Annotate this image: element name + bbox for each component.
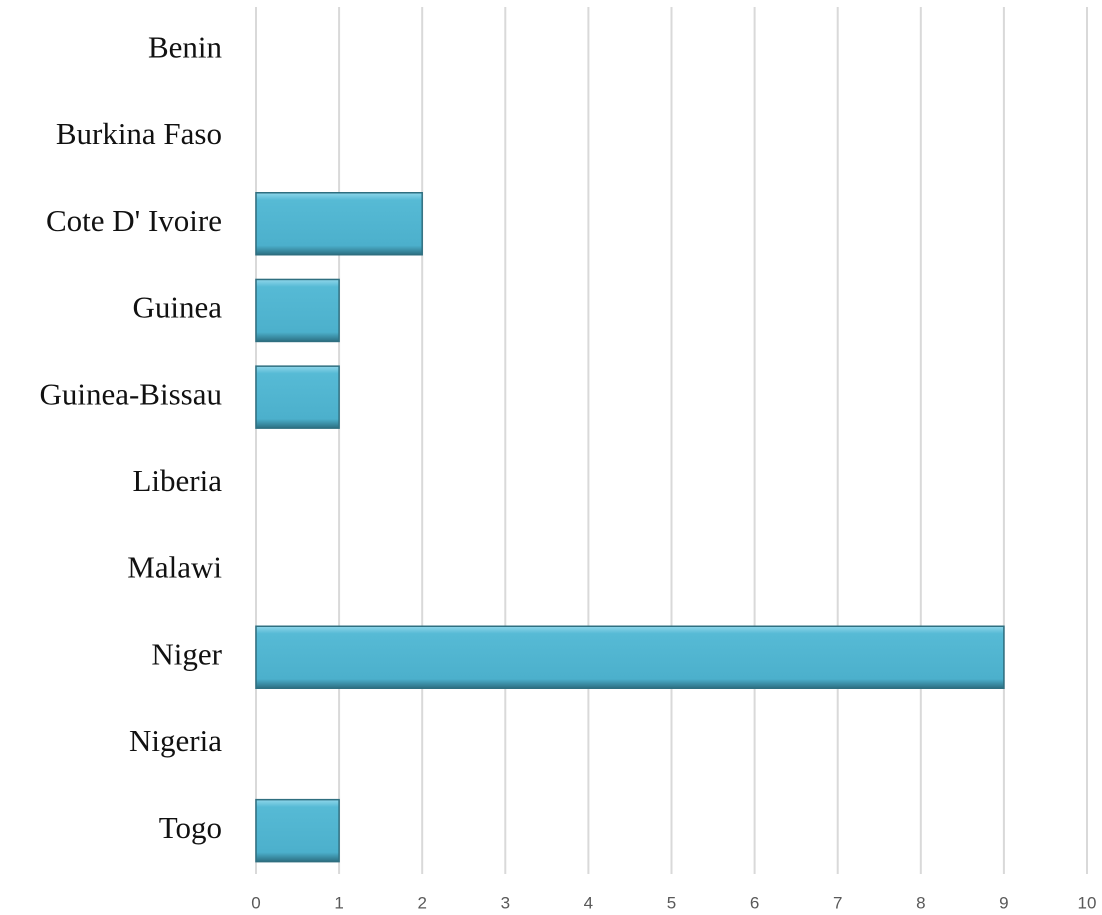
- bar: [255, 798, 340, 863]
- bar: [255, 192, 423, 256]
- x-tick-label: 10: [1078, 893, 1097, 912]
- x-tick-label: 4: [584, 893, 593, 912]
- x-tick-label: 0: [251, 893, 260, 912]
- y-tick-label: Malawi: [127, 550, 222, 585]
- x-tick-label: 7: [833, 893, 842, 912]
- x-tick-label: 5: [667, 893, 676, 912]
- y-tick-label: Burkina Faso: [56, 116, 222, 151]
- x-tick-label: 6: [750, 893, 759, 912]
- y-tick-label: Benin: [148, 29, 223, 64]
- x-tick-label: 8: [916, 893, 925, 912]
- y-tick-label: Guinea-Bissau: [39, 376, 222, 411]
- y-tick-label: Niger: [151, 636, 222, 671]
- x-tick-label: 9: [999, 893, 1008, 912]
- y-tick-label: Cote D' Ivoire: [46, 203, 222, 238]
- y-tick-label: Guinea: [132, 290, 222, 325]
- x-tick-label: 3: [501, 893, 510, 912]
- bar: [255, 365, 340, 429]
- bar: [255, 278, 340, 343]
- y-tick-label: Nigeria: [129, 723, 222, 758]
- x-tick-label: 2: [417, 893, 426, 912]
- y-tick-label: Togo: [159, 810, 222, 845]
- y-tick-label: Liberia: [132, 463, 222, 498]
- x-tick-label: 1: [334, 893, 343, 912]
- bar: [255, 625, 1005, 689]
